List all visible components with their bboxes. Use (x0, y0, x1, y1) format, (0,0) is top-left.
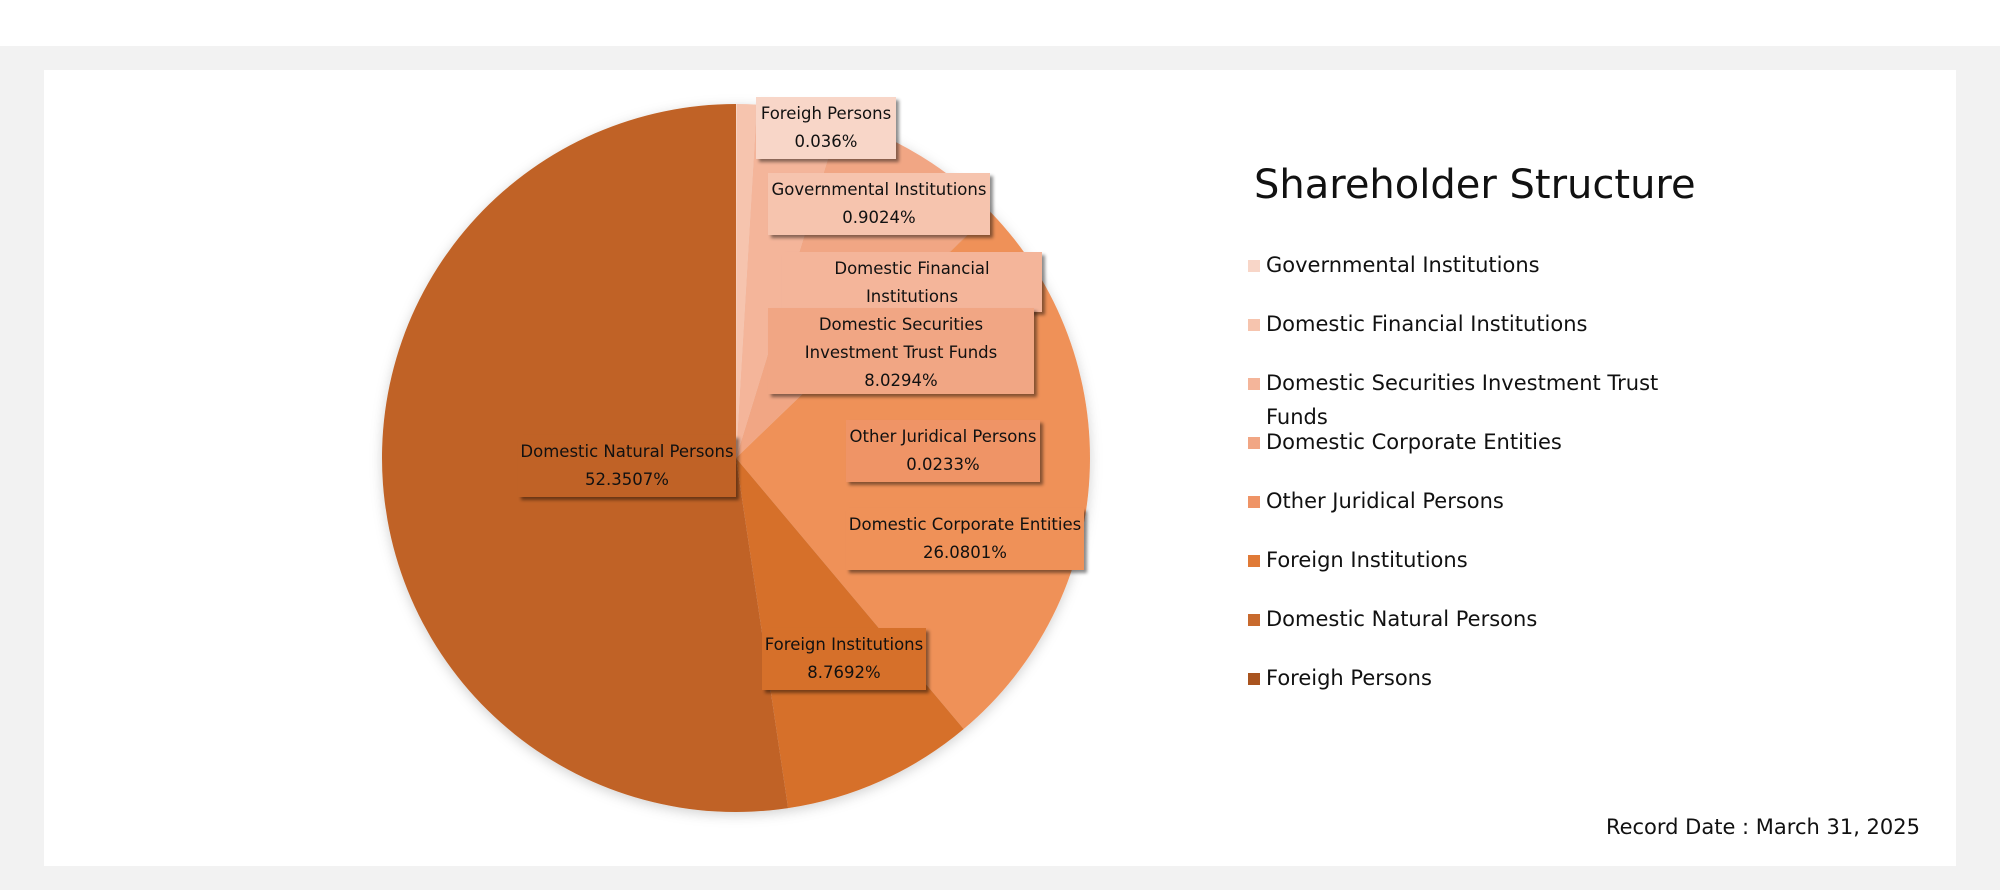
legend-item-domestic-financial-institutions: Domestic Financial Institutions (1246, 307, 1676, 366)
chart-title: Shareholder Structure (1254, 162, 1696, 208)
data-label-box (762, 628, 926, 690)
data-label-name: Other Juridical Persons (850, 427, 1037, 446)
data-label-box (768, 308, 1034, 394)
data-label-value: 52.3507% (585, 470, 669, 489)
legend-label: Other Juridical Persons (1266, 489, 1504, 513)
data-label-value: 0.0233% (906, 455, 979, 474)
legend-swatch (1248, 496, 1260, 508)
legend-item-domestic-natural-persons: Domestic Natural Persons (1246, 602, 1676, 661)
legend-swatch (1248, 437, 1260, 449)
legend-swatch (1248, 378, 1260, 390)
legend-item-governmental-institutions: Governmental Institutions (1246, 248, 1676, 307)
pie-slice-governmental-institutions (736, 104, 757, 458)
legend-item-other-juridical-persons: Other Juridical Persons (1246, 484, 1676, 543)
legend-label: Foreigh Persons (1266, 666, 1432, 690)
legend-swatch (1248, 555, 1260, 567)
data-label-name: Foreigh Persons (761, 104, 891, 123)
data-label-box (768, 173, 990, 235)
data-label-box (782, 252, 1042, 312)
data-label-name: Governmental Institutions (772, 180, 987, 199)
legend-swatch (1248, 614, 1260, 626)
data-label-box (756, 97, 896, 159)
legend-label: Domestic Natural Persons (1266, 607, 1538, 631)
data-label-value: 0.9024% (842, 208, 915, 227)
data-label-box (846, 508, 1084, 570)
data-label-name: Domestic Corporate Entities (849, 515, 1081, 534)
record-date: Record Date : March 31, 2025 (1605, 815, 1920, 839)
legend-swatch (1248, 319, 1260, 331)
legend-label: Domestic Financial Institutions (1266, 312, 1588, 336)
legend-swatch (1248, 673, 1260, 685)
data-label-name: Domestic Natural Persons (520, 442, 733, 461)
data-label-domestic-corporate-entities: Domestic Corporate Entities 26.0801% (846, 508, 1084, 570)
legend-label: Governmental Institutions (1266, 253, 1540, 277)
data-label-foreign-institutions: Foreign Institutions 8.7692% (762, 628, 926, 690)
data-label-value: 0.036% (795, 132, 858, 151)
legend-item-domestic-corporate-entities: Domestic Corporate Entities (1246, 425, 1676, 484)
data-label-domestic-natural-persons: Domestic Natural Persons 52.3507% (518, 435, 736, 497)
data-label-name: Foreign Institutions (765, 635, 923, 654)
legend-label: Foreign Institutions (1266, 548, 1468, 572)
legend-item-foreign-institutions: Foreign Institutions (1246, 543, 1676, 602)
data-label-value: 26.0801% (923, 543, 1007, 562)
data-label-box (518, 435, 736, 497)
legend-label: Domestic Corporate Entities (1266, 430, 1562, 454)
data-label-box (846, 420, 1040, 482)
data-label-name: Domestic Financial Institutions (834, 259, 989, 306)
data-label-domestic-securities-investment-trust-funds: Domestic Securities Investment Trust Fund… (768, 308, 1034, 394)
data-label-foreigh-persons: Foreigh Persons 0.036% (756, 97, 896, 159)
data-label-other-juridical-persons: Other Juridical Persons 0.0233% (846, 420, 1040, 482)
legend-item-foreigh-persons: Foreigh Persons (1246, 661, 1676, 720)
data-label-name: Domestic Securities Investment Trust Fund… (805, 315, 997, 362)
legend: Governmental Institutions Domestic Financ… (1246, 248, 1676, 720)
legend-label: Domestic Securities Investment Trust Fun… (1266, 371, 1659, 429)
data-label-value: 8.7692% (807, 663, 880, 682)
legend-item-domestic-securities-investment-trust-funds: Domestic Securities Investment Trust Fun… (1246, 366, 1676, 429)
data-label-governmental-institutions: Governmental Institutions 0.9024% (768, 173, 990, 235)
data-label-value: 8.0294% (864, 371, 937, 390)
legend-swatch (1248, 260, 1260, 272)
pie-slice-foreigh-persons (736, 104, 737, 458)
